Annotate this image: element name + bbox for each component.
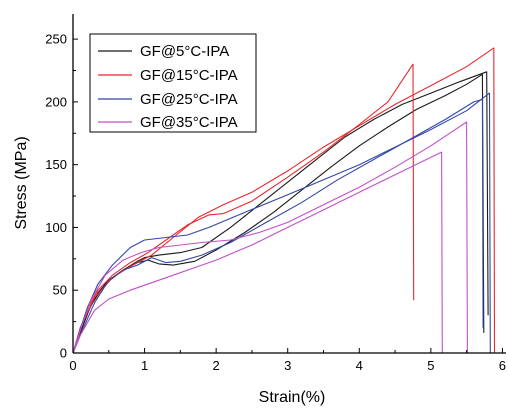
- x-axis-label: Strain(%): [259, 389, 326, 406]
- y-tick-label-100: 100: [45, 220, 67, 235]
- x-tick-label-2: 2: [213, 358, 220, 373]
- legend-label-1: GF@15°C-IPA: [140, 67, 238, 84]
- series-2-curve-2: [72, 98, 484, 354]
- y-tick-label-150: 150: [45, 157, 67, 172]
- series-1-curve-2: [72, 47, 496, 354]
- legend-label-3: GF@35°C-IPA: [140, 114, 238, 131]
- y-tick-label-200: 200: [45, 94, 67, 109]
- x-tick-label-3: 3: [284, 358, 291, 373]
- x-tick-label-5: 5: [427, 358, 434, 373]
- series-3-curve-1: [72, 151, 443, 354]
- x-tick-label-6: 6: [499, 358, 506, 373]
- series-3-curve-2: [72, 121, 468, 354]
- series-1-curve-1: [72, 63, 415, 354]
- series-2-curve-1: [72, 92, 491, 354]
- y-axis-label: Stress (MPa): [13, 136, 30, 229]
- x-tick-label-4: 4: [356, 358, 363, 373]
- x-tick-label-0: 0: [69, 358, 76, 373]
- legend-label-2: GF@25°C-IPA: [140, 91, 238, 108]
- y-tick-label-0: 0: [60, 346, 67, 361]
- curves-layer: [72, 47, 496, 354]
- x-tick-label-1: 1: [141, 358, 148, 373]
- legend: GF@5°C-IPA GF@15°C-IPA GF@25°C-IPA GF@35…: [89, 33, 257, 133]
- y-tick-label-250: 250: [45, 32, 67, 47]
- legend-label-0: GF@5°C-IPA: [140, 43, 229, 60]
- legend-box: [89, 33, 257, 133]
- y-tick-label-50: 50: [53, 283, 67, 298]
- ticks-layer: 0 1 2 3 4 5 6 0 50 100 150 200 250: [45, 32, 506, 373]
